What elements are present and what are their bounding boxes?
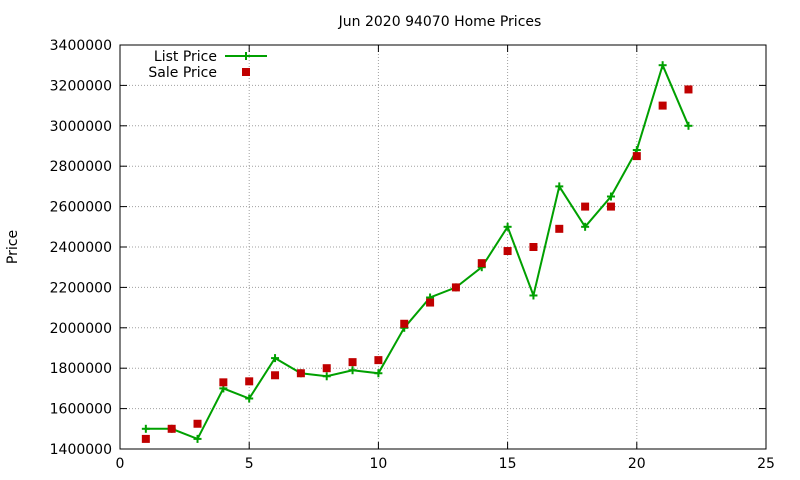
sale-price-point [348, 358, 357, 367]
sale-price-point [141, 434, 150, 443]
y-tick-label: 1800000 [50, 361, 112, 377]
sale-price-point [322, 364, 331, 373]
sale-price-point [400, 319, 409, 328]
y-tick-label: 2400000 [50, 240, 112, 256]
y-axis-label: Price [5, 230, 21, 264]
sale-price-point [193, 419, 202, 428]
sale-price-point [581, 202, 590, 211]
list-price-point [322, 372, 331, 381]
sale-price-point [606, 202, 615, 211]
sale-price-point [167, 424, 176, 433]
x-tick-label: 10 [369, 456, 387, 472]
y-tick-label: 2000000 [50, 321, 112, 337]
list-price-point [271, 354, 280, 363]
series [141, 61, 693, 443]
y-tick-label: 3000000 [50, 119, 112, 135]
list-price-line [145, 62, 690, 441]
chart-title: Jun 2020 94070 Home Prices [338, 14, 542, 30]
list-price-point [606, 192, 615, 201]
list-price-point [658, 61, 667, 70]
list-price-point [503, 222, 512, 231]
x-tick-label: 5 [245, 456, 254, 472]
axes: 0 5 10 15 20 25 1400000 1600000 1800000 2000000 22… [50, 38, 775, 472]
sale-price-point [632, 152, 641, 161]
list-price-point [529, 291, 538, 300]
list-price-point [141, 424, 150, 433]
y-tick-label: 2800000 [50, 159, 112, 175]
sale-price-point [426, 298, 435, 307]
y-tick-label: 2600000 [50, 200, 112, 216]
list-price-point [245, 394, 254, 403]
sale-price-point [219, 378, 228, 387]
list-price-point [193, 434, 202, 443]
y-tick-label: 1600000 [50, 402, 112, 418]
legend-sale-price-marker [242, 68, 250, 76]
sale-price-point [529, 243, 538, 251]
sale-price-point [296, 369, 305, 378]
y-tick-label: 2200000 [50, 280, 112, 296]
y-tick-label: 3200000 [50, 78, 112, 94]
grid-lines [120, 45, 766, 449]
sale-price-point [503, 247, 512, 256]
sale-price-point [245, 377, 254, 386]
sale-price-point [451, 283, 460, 292]
list-price-point [374, 369, 383, 378]
x-tick-label: 25 [757, 456, 775, 472]
list-price-point [581, 222, 590, 231]
y-tick-label: 3400000 [50, 38, 112, 54]
sale-price-point [658, 101, 667, 110]
list-price-point [348, 366, 357, 375]
list-price-point [684, 121, 693, 130]
x-tick-label: 0 [116, 456, 125, 472]
sale-price-point [477, 259, 486, 268]
legend-list-price-label: List Price [154, 49, 217, 65]
x-tick-label: 15 [499, 456, 517, 472]
x-tick-label: 20 [628, 456, 646, 472]
sale-price-point [271, 371, 280, 380]
legend-sale-price-label: Sale Price [148, 65, 217, 81]
y-tick-label: 1400000 [50, 442, 112, 458]
list-price-point [555, 182, 564, 191]
sale-price-point [374, 356, 383, 365]
sale-price-point [555, 224, 564, 233]
sale-price-point [684, 85, 693, 94]
